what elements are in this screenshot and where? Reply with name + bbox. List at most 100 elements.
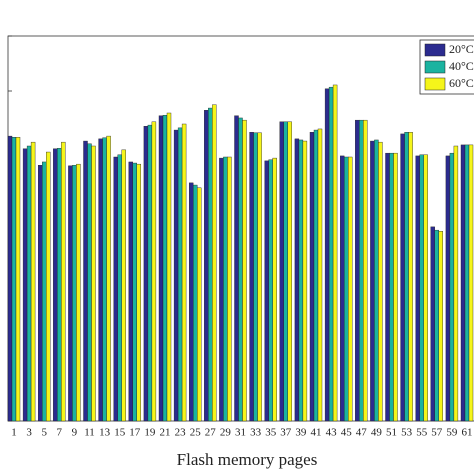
x-tick-label: 29: [220, 427, 232, 439]
bar: [268, 159, 273, 422]
bar: [242, 119, 247, 422]
bar: [30, 141, 36, 422]
legend-swatch: [424, 77, 446, 91]
bar: [128, 161, 134, 422]
bar: [363, 119, 368, 422]
x-tick-label: 33: [250, 427, 262, 439]
legend-swatch: [424, 43, 446, 57]
bar: [340, 155, 345, 422]
bar: [238, 117, 243, 422]
bar: [204, 110, 209, 422]
x-tick-label: 31: [235, 427, 246, 439]
bar: [257, 132, 262, 422]
x-tick-label: 11: [84, 427, 95, 439]
bar: [328, 86, 334, 422]
bar: [158, 115, 164, 422]
bar: [143, 125, 149, 422]
bar: [83, 140, 88, 422]
x-tick-label: 21: [160, 427, 171, 439]
bar: [151, 121, 157, 422]
bar: [53, 148, 58, 422]
x-tick-label: 7: [57, 427, 63, 439]
bar: [408, 132, 413, 422]
x-tick-label: 3: [26, 427, 32, 439]
bar: [370, 140, 375, 422]
bar: [309, 132, 315, 422]
bar: [223, 156, 228, 422]
bar: [344, 156, 349, 422]
bar: [234, 115, 239, 422]
bar: [438, 231, 443, 422]
bar: [57, 147, 62, 422]
x-tick-label: 9: [72, 427, 78, 439]
bar: [68, 165, 73, 422]
x-tick-label: 59: [446, 427, 458, 439]
x-tick-label: 27: [205, 427, 217, 439]
legend-label: 60°C: [449, 76, 474, 90]
bar: [117, 154, 122, 422]
bar: [355, 119, 360, 422]
bar: [359, 119, 364, 422]
x-tick-label: 45: [341, 427, 353, 439]
bar: [11, 136, 17, 422]
bar: [464, 144, 470, 422]
bar: [434, 229, 439, 422]
bar: [113, 156, 118, 422]
x-tick-label: 49: [371, 427, 383, 439]
bar: [272, 157, 277, 422]
bar: [196, 187, 202, 422]
bar: [38, 165, 43, 422]
bar: [87, 143, 92, 422]
bar: [332, 84, 338, 422]
bar: [298, 139, 304, 422]
bar: [423, 154, 428, 422]
x-tick-label: 37: [280, 427, 292, 439]
bar: [121, 149, 126, 422]
bar: [181, 123, 187, 422]
bar: [192, 184, 198, 422]
bar: [136, 163, 142, 422]
bar: [147, 124, 153, 422]
bar: [72, 165, 77, 422]
x-tick-label: 19: [144, 427, 156, 439]
bar: [76, 163, 81, 422]
bar: [460, 144, 466, 422]
bar: [188, 182, 194, 422]
x-tick-label: 55: [416, 427, 428, 439]
bar: [177, 127, 183, 422]
bar: [430, 226, 435, 422]
x-tick-label: 35: [265, 427, 277, 439]
bar: [208, 107, 213, 422]
bar: [279, 121, 284, 422]
bar: [162, 114, 168, 422]
x-tick-label: 57: [431, 427, 443, 439]
bar: [389, 152, 394, 422]
bar: [453, 145, 459, 422]
x-tick-label: 51: [386, 427, 397, 439]
x-tick-label: 47: [356, 427, 368, 439]
legend-label: 40°C: [449, 59, 474, 73]
bar: [449, 152, 455, 422]
x-tick-label: 23: [175, 427, 187, 439]
bar: [385, 152, 390, 422]
bar: [212, 104, 217, 422]
bar: [283, 121, 288, 422]
bar: [294, 138, 300, 422]
bar: [313, 129, 319, 422]
bar: [348, 156, 353, 422]
bar: [324, 88, 330, 422]
bar: [46, 151, 51, 422]
bar: [7, 135, 13, 422]
x-tick-label: 39: [295, 427, 307, 439]
bar: [302, 140, 308, 422]
bar: [91, 145, 96, 422]
bar: [415, 155, 420, 422]
bar: [419, 154, 424, 422]
bar: [166, 112, 172, 422]
bar: [15, 136, 21, 422]
bar: [42, 161, 47, 422]
x-axis-label: Flash memory pages: [177, 450, 318, 469]
bar: [22, 148, 28, 422]
x-tick-label: 53: [401, 427, 413, 439]
